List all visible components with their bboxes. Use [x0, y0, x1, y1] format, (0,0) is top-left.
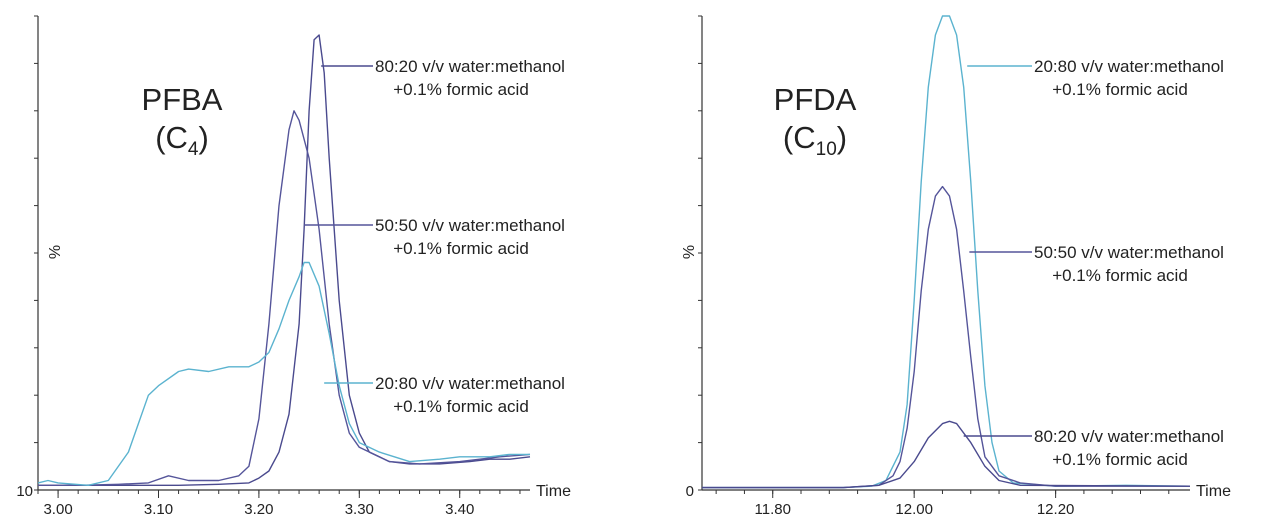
chart-pfda: 11.80 12.00 12.20 % 0 Time 20:80 v/v water… — [681, 15, 1231, 518]
series-label-line2: +0.1% formic acid — [393, 80, 529, 99]
compound-formula-close: ) — [837, 120, 847, 155]
x-axis-label: Time — [1196, 483, 1231, 500]
series-layer — [37, 34, 531, 486]
y-axis-ticks — [34, 15, 38, 491]
series-label-line2: +0.1% formic acid — [1052, 80, 1188, 99]
y-origin-label: 0 — [686, 483, 694, 500]
x-tick-label: 3.30 — [345, 501, 374, 518]
x-axis-ticks: 3.00 3.10 3.20 3.30 3.40 — [37, 490, 521, 518]
compound-subscript: 4 — [188, 139, 199, 160]
series-label: 80:20 v/v water:methanol — [375, 57, 565, 76]
series-line-0 — [38, 34, 531, 486]
x-tick-label: 3.20 — [244, 501, 273, 518]
series-label: 80:20 v/v water:methanol — [1034, 427, 1224, 446]
x-axis-ticks: 11.80 12.00 12.20 — [715, 490, 1170, 518]
compound-name: PFDA — [774, 82, 857, 117]
series-line-2 — [37, 261, 530, 486]
y-axis-label: % — [47, 245, 64, 259]
x-tick-label: 12.20 — [1037, 501, 1075, 518]
series-line-1 — [38, 110, 531, 486]
compound-formula: (C4) — [155, 120, 209, 160]
series-line-2 — [702, 420, 1191, 489]
y-origin-label: 10 — [16, 483, 33, 500]
x-tick-label: 3.10 — [144, 501, 173, 518]
series-label-line2: +0.1% formic acid — [1052, 450, 1188, 469]
series-line-1 — [702, 185, 1190, 489]
compound-subscript: 10 — [816, 139, 837, 160]
annotation-layer: 80:20 v/v water:methanol +0.1% formic aci… — [304, 57, 565, 416]
series-label: 20:80 v/v water:methanol — [375, 374, 565, 393]
y-axis-label: % — [681, 245, 698, 259]
series-label-line2: +0.1% formic acid — [393, 397, 529, 416]
y-axis-ticks — [698, 15, 702, 491]
compound-formula-close: ) — [198, 120, 208, 155]
compound-formula-open: (C — [783, 120, 816, 155]
series-label-line2: +0.1% formic acid — [393, 239, 529, 258]
series-layer — [702, 15, 1191, 489]
series-label: 50:50 v/v water:methanol — [375, 216, 565, 235]
x-axis-label: Time — [536, 483, 571, 500]
x-tick-label: 3.40 — [445, 501, 474, 518]
series-label: 50:50 v/v water:methanol — [1034, 243, 1224, 262]
compound-formula-open: (C — [155, 120, 188, 155]
chart-pfba: 3.00 3.10 3.20 3.30 3.40 % 10 Time 80:20 v/v… — [16, 15, 571, 518]
series-label-line2: +0.1% formic acid — [1052, 266, 1188, 285]
x-tick-label: 11.80 — [755, 501, 791, 518]
x-tick-label: 3.00 — [43, 501, 72, 518]
compound-formula: (C10) — [783, 120, 847, 160]
compound-name: PFBA — [142, 82, 223, 117]
series-label: 20:80 v/v water:methanol — [1034, 57, 1224, 76]
annotation-layer: 20:80 v/v water:methanol +0.1% formic aci… — [963, 57, 1224, 469]
x-tick-label: 12.00 — [895, 501, 933, 518]
